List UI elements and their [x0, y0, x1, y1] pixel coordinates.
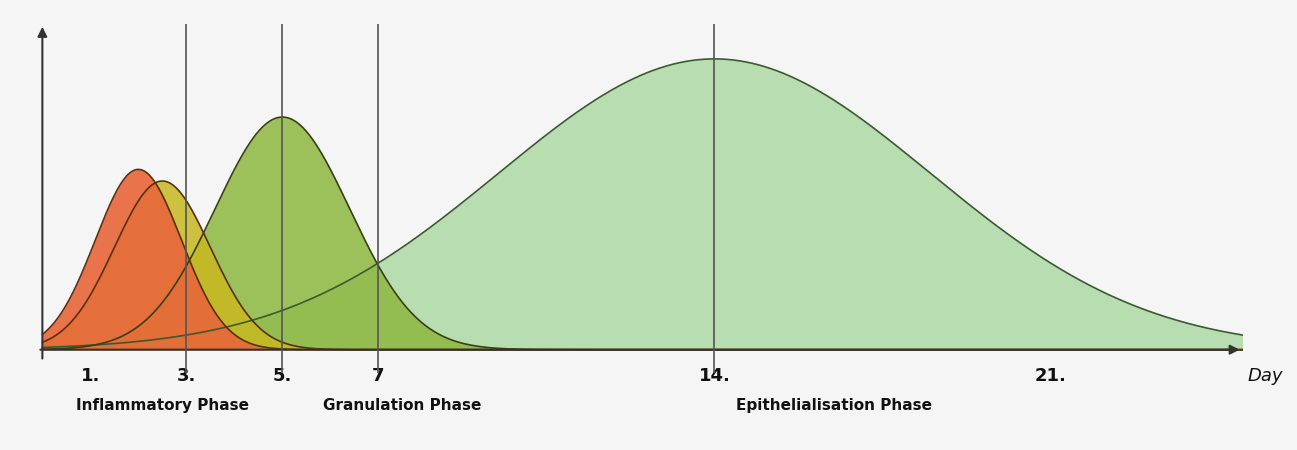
Text: 3.: 3. — [176, 367, 196, 385]
Text: 14.: 14. — [699, 367, 730, 385]
Text: Granulation Phase: Granulation Phase — [323, 398, 481, 413]
Text: 5.: 5. — [272, 367, 292, 385]
Text: Epithelialisation Phase: Epithelialisation Phase — [737, 398, 933, 413]
Text: 1.: 1. — [80, 367, 100, 385]
Text: Inflammatory Phase: Inflammatory Phase — [77, 398, 249, 413]
Text: 7: 7 — [372, 367, 385, 385]
Text: Day: Day — [1248, 367, 1283, 385]
Text: 21.: 21. — [1035, 367, 1066, 385]
